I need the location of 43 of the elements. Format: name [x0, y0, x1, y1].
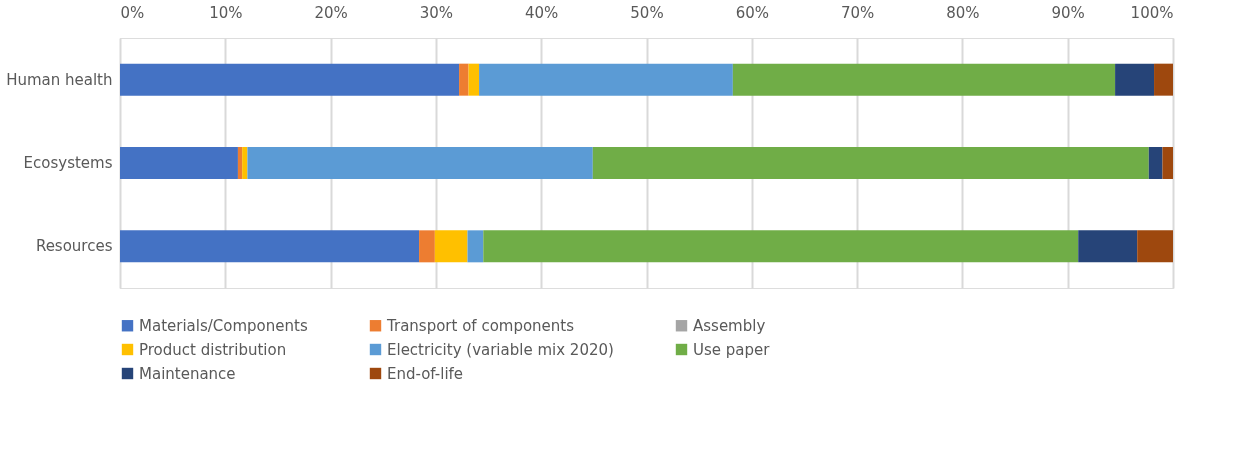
- bar: [468, 63, 480, 96]
- x-tick-label: 30%: [419, 3, 454, 22]
- legend-label: Materials/Components: [139, 316, 308, 335]
- y-tick-label: Human health: [6, 70, 113, 89]
- bar: [1162, 147, 1173, 179]
- bar: [419, 230, 435, 263]
- legend-label: Use paper: [693, 340, 771, 359]
- bar: [237, 147, 243, 179]
- bar: [483, 230, 1079, 263]
- bar: [120, 63, 460, 96]
- legend-label: Assembly: [693, 316, 766, 335]
- bar: [120, 230, 420, 263]
- legend-label: Product distribution: [139, 340, 287, 359]
- bar: [1137, 230, 1173, 263]
- bar: [1115, 63, 1155, 96]
- x-tick-label: 60%: [735, 3, 769, 22]
- x-tick-label: 70%: [840, 3, 875, 22]
- bar: [459, 63, 469, 96]
- bar: [592, 147, 1149, 179]
- bar: [1154, 63, 1173, 96]
- x-tick-label: 40%: [525, 3, 559, 22]
- bar: [434, 230, 468, 263]
- x-tick-label: 0%: [120, 3, 145, 22]
- bar: [467, 230, 484, 263]
- x-tick-label: 20%: [314, 3, 348, 22]
- legend-label: Transport of components: [386, 316, 575, 335]
- y-tick-label: Ecosystems: [23, 154, 113, 172]
- x-tick-label: 100%: [1130, 3, 1174, 22]
- bar: [120, 147, 238, 179]
- bar: [242, 147, 248, 179]
- bar: [247, 147, 593, 179]
- legend-label: Maintenance: [139, 364, 236, 383]
- legend-label: End-of-life: [387, 364, 464, 383]
- bar: [1078, 230, 1138, 263]
- bar: [479, 63, 733, 96]
- x-tick-label: 10%: [209, 3, 243, 22]
- x-tick-label: 90%: [1051, 3, 1085, 22]
- x-tick-label: 80%: [946, 3, 980, 22]
- x-tick-label: 50%: [630, 3, 664, 22]
- y-tick-label: Resources: [35, 237, 113, 256]
- bar: [732, 63, 1116, 96]
- legend-label: Electricity (variable mix 2020): [387, 340, 614, 359]
- bar: [1148, 147, 1163, 179]
